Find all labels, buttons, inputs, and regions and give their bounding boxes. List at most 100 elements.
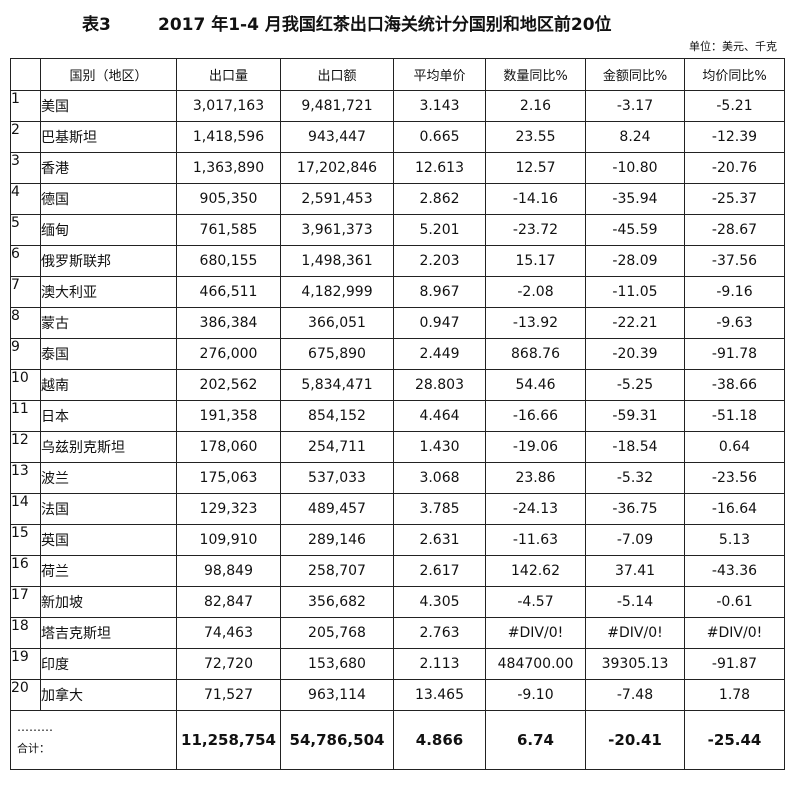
- export-value: 2,591,453: [280, 183, 394, 215]
- price-yoy: -20.76: [684, 152, 785, 184]
- value-yoy: -20.39: [585, 338, 685, 370]
- value-yoy: -5.32: [585, 462, 685, 494]
- table-row: 13 波兰 175,063 537,033 3.068 23.86 -5.32 -23.56: [10, 462, 785, 494]
- export-volume: 72,720: [176, 648, 281, 680]
- country-name: 印度: [40, 648, 177, 680]
- volume-yoy: 868.76: [485, 338, 586, 370]
- price-yoy: -9.16: [684, 276, 785, 308]
- export-volume: 191,358: [176, 400, 281, 432]
- unit-price: 5.201: [393, 214, 486, 246]
- country-name: 乌兹别克斯坦: [40, 431, 177, 463]
- export-value: 3,961,373: [280, 214, 394, 246]
- unit-note: 单位：美元、千克: [689, 40, 777, 53]
- total-unit-price: 4.866: [393, 710, 486, 770]
- row-index: 4: [10, 183, 41, 215]
- table-row: 5 缅甸 761,585 3,961,373 5.201 -23.72 -45.59 -28.…: [10, 214, 785, 246]
- price-yoy: -16.64: [684, 493, 785, 525]
- row-index: 20: [10, 679, 41, 711]
- table-row: 3 香港 1,363,890 17,202,846 12.613 12.57 -10.80-…: [10, 152, 785, 184]
- unit-price: 4.305: [393, 586, 486, 618]
- value-yoy: -22.21: [585, 307, 685, 339]
- row-index: 12: [10, 431, 41, 463]
- header-price-yoy: 均价同比%: [684, 58, 785, 91]
- country-name: 香港: [40, 152, 177, 184]
- table-row: 17 新加坡 82,847 356,682 4.305 -4.57 -5.14 -0.61: [10, 586, 785, 618]
- export-volume: 680,155: [176, 245, 281, 277]
- unit-price: 2.203: [393, 245, 486, 277]
- volume-yoy: -24.13: [485, 493, 586, 525]
- header-unit-price: 平均单价: [393, 58, 486, 91]
- table-row: 2 巴基斯坦 1,418,596 943,447 0.665 23.55 8.24 -12.3…: [10, 121, 785, 153]
- export-value: 489,457: [280, 493, 394, 525]
- price-yoy: 1.78: [684, 679, 785, 711]
- volume-yoy: -23.72: [485, 214, 586, 246]
- volume-yoy: -19.06: [485, 431, 586, 463]
- export-volume: 175,063: [176, 462, 281, 494]
- export-value: 943,447: [280, 121, 394, 153]
- total-volume-yoy: 6.74: [485, 710, 586, 770]
- total-volume: 11,258,754: [176, 710, 281, 770]
- country-name: 澳大利亚: [40, 276, 177, 308]
- unit-price: 2.617: [393, 555, 486, 587]
- value-yoy: -11.05: [585, 276, 685, 308]
- total-price-yoy: -25.44: [684, 710, 785, 770]
- country-name: 蒙古: [40, 307, 177, 339]
- table-row: 15 英国 109,910 289,146 2.631 -11.63 -7.09 5.13: [10, 524, 785, 556]
- price-yoy: #DIV/0!: [684, 617, 785, 649]
- unit-price: 3.143: [393, 90, 486, 122]
- export-volume: 98,849: [176, 555, 281, 587]
- table-row: 14 法国 129,323 489,457 3.785 -24.13 -36.75 -16.6…: [10, 493, 785, 525]
- price-yoy: -12.39: [684, 121, 785, 153]
- table-row: 9 泰国 276,000 675,890 2.449 868.76 -20.39 -91.78: [10, 338, 785, 370]
- export-value: 854,152: [280, 400, 394, 432]
- volume-yoy: -4.57: [485, 586, 586, 618]
- value-yoy: #DIV/0!: [585, 617, 685, 649]
- unit-price: 2.113: [393, 648, 486, 680]
- table-label: 表3: [82, 15, 111, 35]
- export-volume: 466,511: [176, 276, 281, 308]
- total-label-cell: ……… 合计：: [10, 710, 177, 770]
- export-value: 356,682: [280, 586, 394, 618]
- export-value: 675,890: [280, 338, 394, 370]
- total-label: 合计：: [17, 742, 50, 755]
- header-volume-yoy: 数量同比%: [485, 58, 586, 91]
- value-yoy: -35.94: [585, 183, 685, 215]
- country-name: 德国: [40, 183, 177, 215]
- volume-yoy: -16.66: [485, 400, 586, 432]
- volume-yoy: 2.16: [485, 90, 586, 122]
- country-name: 新加坡: [40, 586, 177, 618]
- volume-yoy: #DIV/0!: [485, 617, 586, 649]
- table-row: 1 美国 3,017,163 9,481,721 3.143 2.16 -3.17 -5.21: [10, 90, 785, 122]
- unit-price: 2.763: [393, 617, 486, 649]
- row-index: 9: [10, 338, 41, 370]
- table-row: 8 蒙古 386,384 366,051 0.947 -13.92 -22.21 -9.63: [10, 307, 785, 339]
- table-row: 19 印度 72,720 153,680 2.113 484700.00 39305.13-…: [10, 648, 785, 680]
- page-title: 2017 年1-4 月我国红茶出口海关统计分国别和地区前20位: [158, 15, 612, 35]
- price-yoy: -23.56: [684, 462, 785, 494]
- price-yoy: 0.64: [684, 431, 785, 463]
- value-yoy: -45.59: [585, 214, 685, 246]
- export-volume: 74,463: [176, 617, 281, 649]
- header-value: 出口额: [280, 58, 394, 91]
- export-value: 9,481,721: [280, 90, 394, 122]
- export-value: 289,146: [280, 524, 394, 556]
- unit-price: 28.803: [393, 369, 486, 401]
- table-row: 10 越南 202,562 5,834,471 28.803 54.46 -5.25 -38.…: [10, 369, 785, 401]
- export-volume: 1,363,890: [176, 152, 281, 184]
- table-row: 7 澳大利亚 466,511 4,182,999 8.967 -2.08 -11.05 -9.…: [10, 276, 785, 308]
- volume-yoy: 142.62: [485, 555, 586, 587]
- unit-price: 2.862: [393, 183, 486, 215]
- total-row: ……… 合计： 11,258,754 54,786,504 4.866 6.74…: [10, 710, 785, 770]
- price-yoy: -37.56: [684, 245, 785, 277]
- volume-yoy: 12.57: [485, 152, 586, 184]
- country-name: 加拿大: [40, 679, 177, 711]
- export-value: 4,182,999: [280, 276, 394, 308]
- country-name: 荷兰: [40, 555, 177, 587]
- export-volume: 71,527: [176, 679, 281, 711]
- total-value: 54,786,504: [280, 710, 394, 770]
- row-index: 11: [10, 400, 41, 432]
- export-volume: 178,060: [176, 431, 281, 463]
- volume-yoy: -9.10: [485, 679, 586, 711]
- unit-price: 13.465: [393, 679, 486, 711]
